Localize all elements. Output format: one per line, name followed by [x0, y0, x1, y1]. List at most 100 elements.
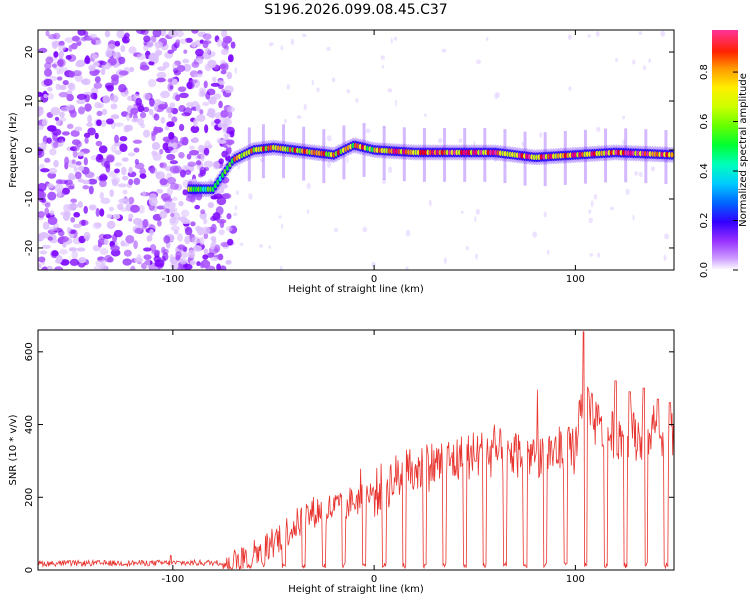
noise-cell [380, 55, 385, 60]
noise-cell [114, 122, 124, 127]
noise-cell [193, 73, 204, 78]
noise-cell [216, 218, 227, 224]
noise-cell [296, 115, 302, 120]
noise-cell [123, 124, 130, 133]
noise-cell [152, 30, 162, 38]
noise-cell [226, 71, 233, 80]
noise-cell [170, 216, 177, 224]
noise-cell [49, 148, 57, 156]
noise-cell [62, 80, 69, 86]
noise-cell [458, 138, 463, 144]
noise-cell [48, 34, 57, 40]
noise-cell [91, 53, 98, 60]
colorbar-tick-label: 0.4 [699, 163, 710, 179]
noise-cell [157, 220, 162, 227]
noise-cell [108, 206, 114, 212]
noise-cell [75, 61, 85, 68]
noise-cell [47, 236, 53, 241]
noise-cell [286, 84, 290, 90]
noise-cell [280, 45, 284, 51]
x-tick-label: -100 [161, 574, 184, 585]
noise-cell [75, 161, 82, 166]
noise-cell [45, 56, 54, 65]
noise-cell [217, 122, 226, 128]
noise-cell [395, 99, 398, 107]
noise-cell [176, 64, 186, 72]
noise-cell [205, 91, 211, 100]
noise-cell [181, 112, 191, 117]
noise-cell [142, 218, 149, 228]
noise-cell [175, 30, 184, 38]
noise-cell [142, 190, 147, 197]
noise-cell [94, 132, 99, 140]
noise-cell [87, 114, 93, 124]
noise-cell [142, 106, 150, 113]
noise-cell [119, 197, 130, 205]
noise-cell [365, 128, 371, 134]
noise-cell [60, 259, 70, 266]
noise-cell [58, 91, 69, 98]
noise-cell [45, 30, 50, 37]
noise-cell [204, 124, 209, 134]
noise-cell [127, 152, 136, 157]
noise-cell [162, 61, 170, 69]
noise-cell [69, 258, 79, 267]
snr-panel: -100 0 100 0 200 400 600 Height of straight l… [8, 329, 675, 595]
noise-cell [156, 71, 167, 79]
noise-cell [169, 102, 176, 109]
noise-cell [55, 254, 63, 264]
noise-cell [441, 48, 447, 53]
noise-cell [216, 39, 223, 47]
noise-cell [179, 137, 186, 145]
noise-cell [648, 58, 651, 64]
noise-cell [82, 185, 90, 190]
noise-cell [118, 56, 126, 65]
noise-cell [281, 223, 284, 229]
noise-cell [44, 157, 51, 163]
noise-cell [210, 195, 219, 200]
noise-cell [55, 83, 61, 91]
noise-cell [77, 30, 86, 36]
noise-cell [424, 113, 427, 117]
noise-cell [259, 244, 264, 248]
noise-cell [71, 159, 76, 165]
noise-cell [94, 39, 102, 45]
noise-cell [120, 45, 126, 53]
noise-cell [54, 266, 64, 270]
noise-cell [181, 219, 191, 225]
noise-cell [77, 106, 85, 115]
spectrogram-y-label: Frequency (Hz) [8, 112, 19, 188]
noise-cell [59, 235, 70, 243]
noise-cell [186, 153, 192, 160]
noise-cell [175, 94, 181, 102]
noise-cell [39, 250, 48, 255]
noise-cell [164, 200, 171, 206]
noise-cell [216, 196, 227, 206]
noise-cell [221, 150, 228, 158]
noise-cell [114, 162, 123, 167]
noise-cell [98, 175, 103, 182]
noise-cell [311, 80, 314, 86]
noise-cell [303, 103, 307, 111]
noise-cell [121, 157, 129, 162]
noise-cell [94, 76, 101, 84]
snr-y-label: SNR (10 * v/v) [8, 414, 19, 485]
noise-cell [622, 115, 626, 120]
noise-cell [210, 82, 220, 87]
noise-cell [40, 141, 47, 150]
noise-cell [211, 76, 217, 83]
noise-cell [213, 93, 222, 100]
noise-cell [109, 189, 115, 198]
noise-cell [199, 237, 205, 246]
noise-cell [130, 265, 136, 270]
noise-cell [112, 213, 121, 220]
noise-cell [149, 165, 156, 174]
noise-cell [90, 92, 98, 100]
noise-cell [195, 160, 202, 166]
noise-cell [133, 177, 141, 186]
noise-cell [219, 63, 227, 70]
noise-cell [114, 149, 122, 155]
noise-cell [59, 111, 65, 118]
noise-cell [192, 118, 198, 128]
noise-cell [355, 97, 359, 103]
